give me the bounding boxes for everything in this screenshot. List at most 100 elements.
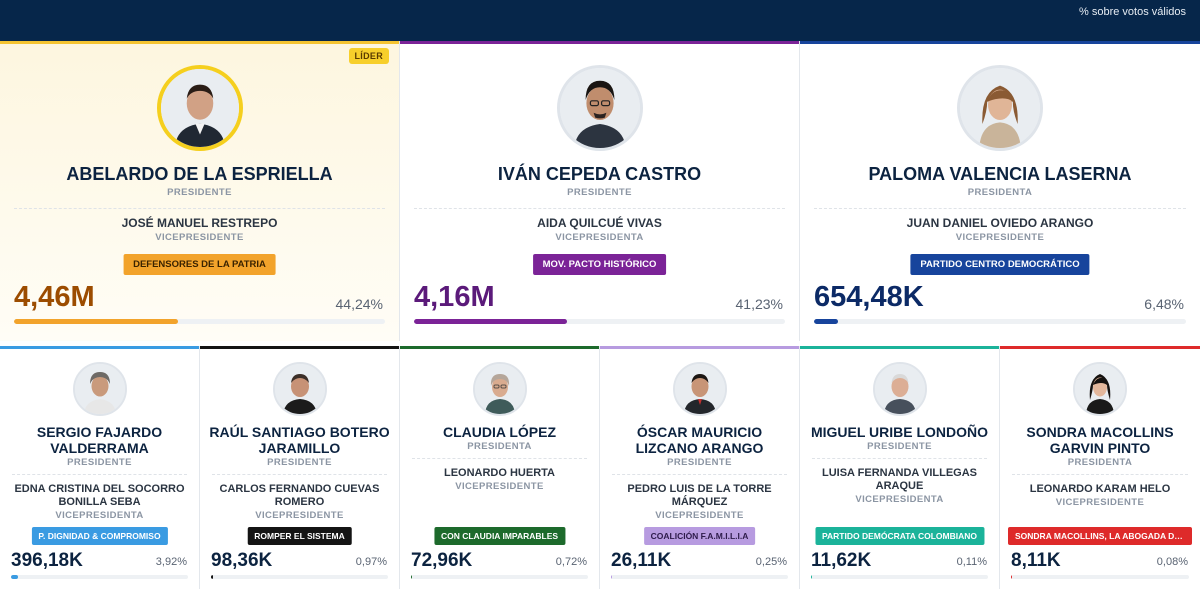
candidate-photo xyxy=(273,362,327,416)
card-divider xyxy=(812,458,987,459)
party-badge: DEFENSORES DE LA PATRIA xyxy=(123,254,276,275)
card-divider xyxy=(412,458,587,459)
card-divider xyxy=(612,474,787,475)
candidate-name: ABELARDO DE LA ESPRIELLA xyxy=(66,164,333,184)
vote-bar xyxy=(414,319,785,324)
candidate-card-7[interactable]: ÓSCAR MAURICIO LIZCANO ARANGO PRESIDENTE… xyxy=(600,346,800,589)
vote-bar-fill xyxy=(811,575,813,579)
card-divider xyxy=(12,474,187,475)
candidate-role: PRESIDENTE xyxy=(567,187,632,198)
vote-bar xyxy=(14,319,385,324)
card-accent xyxy=(600,346,799,349)
party-badge: COALICIÓN F.A.M.I.L.I.A xyxy=(643,527,756,545)
vice-name: AIDA QUILCUÉ VIVAS xyxy=(537,216,662,230)
candidate-card-2[interactable]: IVÁN CEPEDA CASTRO PRESIDENTE AIDA QUILC… xyxy=(400,41,800,341)
candidate-card-8[interactable]: MIGUEL URIBE LONDOÑO PRESIDENTE LUISA FE… xyxy=(800,346,1000,589)
candidate-name: RAÚL SANTIAGO BOTERO JARAMILLO xyxy=(209,424,390,456)
card-accent xyxy=(400,41,799,44)
party-badge: PARTIDO CENTRO DEMOCRÁTICO xyxy=(910,254,1090,275)
valid-votes-note: % sobre votos válidos xyxy=(1079,6,1186,18)
vote-bar-fill xyxy=(411,575,413,579)
vote-count: 26,11K xyxy=(611,550,672,571)
vote-bar-fill xyxy=(211,575,213,579)
card-divider xyxy=(814,208,1186,209)
vice-name: LEONARDO KARAM HELO xyxy=(1029,483,1171,495)
top-candidates-row: LÍDER ABELARDO DE LA ESPRIELLA PRESIDENT… xyxy=(0,41,1200,341)
vote-bar xyxy=(814,319,1186,324)
candidate-role: PRESIDENTE xyxy=(867,441,932,452)
vote-bar-fill xyxy=(414,319,567,324)
candidate-photo xyxy=(957,65,1043,151)
candidate-name: SONDRA MACOLLINS GARVIN PINTO xyxy=(1026,424,1174,456)
vice-role: VICEPRESIDENTE xyxy=(155,232,244,243)
card-divider xyxy=(414,208,785,209)
vice-name: LUISA FERNANDA VILLEGAS ARAQUE xyxy=(821,467,978,492)
party-badge: MOV. PACTO HISTÓRICO xyxy=(532,254,667,275)
candidate-card-9[interactable]: SONDRA MACOLLINS GARVIN PINTO PRESIDENTA… xyxy=(1000,346,1200,589)
party-badge: SONDRA MACOLLINS, LA ABOGADA DE ... xyxy=(1008,527,1192,545)
vice-role: VICEPRESIDENTE xyxy=(955,232,1045,243)
vice-role: VICEPRESIDENTA xyxy=(855,494,944,505)
vote-bar-fill xyxy=(14,319,179,324)
party-badge: P. DIGNIDAD & COMPROMISO xyxy=(31,527,168,545)
card-accent xyxy=(800,41,1200,44)
candidate-photo xyxy=(1073,362,1127,416)
vice-role: VICEPRESIDENTE xyxy=(1055,497,1145,508)
vote-bar xyxy=(211,575,388,579)
vote-count: 72,96K xyxy=(411,550,473,571)
party-badge: PARTIDO DEMÓCRATA COLOMBIANO xyxy=(814,527,985,545)
party-badge: ROMPER EL SISTEMA xyxy=(247,527,352,545)
card-accent xyxy=(400,346,599,349)
vote-bar xyxy=(11,575,188,579)
vote-bar-fill xyxy=(11,575,18,579)
card-divider xyxy=(212,474,387,475)
vote-count: 11,62K xyxy=(811,550,872,571)
candidate-card-5[interactable]: RAÚL SANTIAGO BOTERO JARAMILLO PRESIDENT… xyxy=(200,346,400,589)
candidate-name: PALOMA VALENCIA LASERNA xyxy=(868,164,1132,184)
candidate-photo xyxy=(473,362,527,416)
vote-count: 8,11K xyxy=(1011,550,1061,571)
vice-role: VICEPRESIDENTA xyxy=(55,510,144,521)
vote-count: 98,36K xyxy=(211,550,273,571)
card-accent xyxy=(1000,346,1200,349)
candidate-photo xyxy=(157,65,243,151)
vote-percent: 0,08% xyxy=(1156,556,1188,568)
vote-percent: 44,24% xyxy=(335,296,383,312)
vote-percent: 0,97% xyxy=(355,556,387,568)
vice-name: CARLOS FERNANDO CUEVAS ROMERO xyxy=(219,483,380,508)
vice-name: JOSÉ MANUEL RESTREPO xyxy=(121,216,278,230)
vote-bar-fill xyxy=(611,575,613,579)
candidate-name: SERGIO FAJARDO VALDERRAMA xyxy=(36,424,163,456)
candidate-name: MIGUEL URIBE LONDOÑO xyxy=(810,424,989,440)
candidate-card-4[interactable]: SERGIO FAJARDO VALDERRAMA PRESIDENTE EDN… xyxy=(0,346,200,589)
vice-name: PEDRO LUIS DE LA TORRE MÁRQUEZ xyxy=(627,483,772,508)
vote-percent: 3,92% xyxy=(155,556,187,568)
vote-bar xyxy=(1011,575,1189,579)
vice-name: JUAN DANIEL OVIEDO ARANGO xyxy=(906,216,1094,230)
vice-name: EDNA CRISTINA DEL SOCORRO BONILLA SEBA xyxy=(14,483,185,508)
vote-bar xyxy=(811,575,988,579)
candidate-photo xyxy=(673,362,727,416)
vote-percent: 0,11% xyxy=(956,556,987,568)
vote-bar-fill xyxy=(814,319,839,324)
vote-count: 4,16M xyxy=(414,281,495,313)
vice-role: VICEPRESIDENTE xyxy=(655,510,744,521)
other-candidates-row: SERGIO FAJARDO VALDERRAMA PRESIDENTE EDN… xyxy=(0,346,1200,589)
vice-role: VICEPRESIDENTA xyxy=(555,232,644,243)
candidate-name: ÓSCAR MAURICIO LIZCANO ARANGO xyxy=(635,424,764,456)
results-header: % sobre votos válidos xyxy=(0,0,1200,41)
candidate-role: PRESIDENTE xyxy=(667,457,732,468)
card-accent xyxy=(0,41,399,44)
candidate-card-3[interactable]: PALOMA VALENCIA LASERNA PRESIDENTA JUAN … xyxy=(800,41,1200,341)
vote-count: 396,18K xyxy=(11,550,83,571)
candidate-card-1[interactable]: LÍDER ABELARDO DE LA ESPRIELLA PRESIDENT… xyxy=(0,41,400,341)
card-accent xyxy=(800,346,999,349)
card-divider xyxy=(14,208,385,209)
vote-percent: 0,72% xyxy=(555,556,587,568)
vice-role: VICEPRESIDENTE xyxy=(455,481,544,492)
vote-bar xyxy=(611,575,788,579)
vote-bar-fill xyxy=(1011,575,1013,579)
vote-bar xyxy=(411,575,588,579)
vote-percent: 6,48% xyxy=(1144,296,1184,312)
candidate-card-6[interactable]: CLAUDIA LÓPEZ PRESIDENTA LEONARDO HUERTA… xyxy=(400,346,600,589)
